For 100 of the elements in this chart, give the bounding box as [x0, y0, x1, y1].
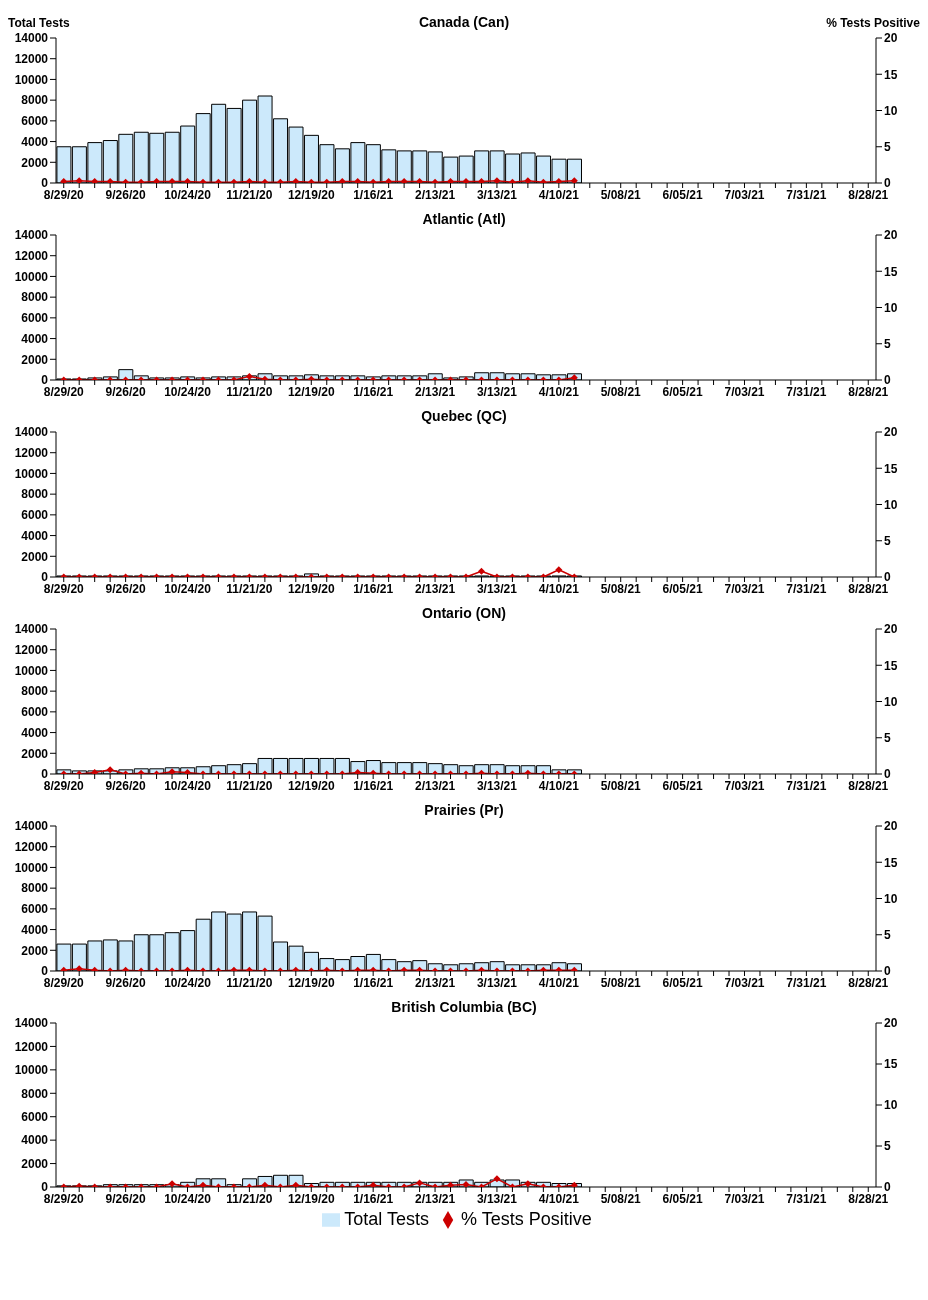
y-tick-label: 2000 — [21, 352, 49, 367]
y-tick-label: 12000 — [14, 445, 49, 460]
x-tick-label: 5/08/21 — [600, 778, 642, 793]
y2-tick-label: 10 — [884, 300, 898, 315]
x-tick-label: 6/05/21 — [662, 581, 703, 596]
chart-title: Quebec (QC) — [421, 408, 507, 424]
y-tick-label: 6000 — [21, 902, 49, 917]
y2-axis-title: % Tests Positive — [826, 16, 920, 30]
y-tick-label: 14000 — [14, 31, 49, 46]
x-tick-label: 10/24/20 — [164, 384, 212, 399]
y2-tick-label: 5 — [884, 731, 891, 746]
x-tick-label: 7/31/21 — [786, 975, 827, 990]
y-axis-title: Total Tests — [8, 16, 70, 30]
chart-title: Atlantic (Atl) — [422, 211, 506, 227]
y-tick-label: 4000 — [21, 1133, 49, 1148]
x-tick-label: 1/16/21 — [353, 187, 394, 202]
y2-tick-label: 20 — [884, 228, 898, 243]
x-tick-label: 11/21/20 — [226, 187, 273, 202]
x-tick-label: 4/10/21 — [538, 1191, 580, 1206]
y-tick-label: 12000 — [14, 642, 49, 657]
x-tick-label: 2/13/21 — [415, 581, 456, 596]
y-tick-label: 14000 — [14, 622, 49, 637]
x-tick-label: 5/08/21 — [600, 384, 642, 399]
x-tick-label: 2/13/21 — [415, 1191, 456, 1206]
y-tick-label: 8000 — [21, 93, 49, 108]
y-tick-label: 12000 — [14, 1039, 49, 1054]
y-tick-label: 10000 — [14, 72, 49, 87]
x-tick-label: 1/16/21 — [353, 581, 394, 596]
x-tick-label: 1/16/21 — [353, 975, 394, 990]
x-tick-label: 11/21/20 — [226, 1191, 273, 1206]
y-tick-label: 8000 — [21, 1086, 49, 1101]
y-tick-label: 12000 — [14, 248, 49, 263]
legend-label: Total Tests — [344, 1209, 429, 1229]
y2-tick-label: 5 — [884, 928, 891, 943]
x-tick-label: 3/13/21 — [476, 581, 518, 596]
x-tick-label: 5/08/21 — [600, 581, 642, 596]
x-tick-label: 2/13/21 — [415, 384, 456, 399]
y-tick-label: 12000 — [14, 839, 49, 854]
y-tick-label: 14000 — [14, 1016, 49, 1031]
y-tick-label: 14000 — [14, 819, 49, 834]
x-tick-label: 12/19/20 — [287, 187, 335, 202]
x-tick-label: 3/13/21 — [476, 778, 518, 793]
x-tick-label: 5/08/21 — [600, 187, 642, 202]
y-tick-label: 14000 — [14, 425, 49, 440]
x-tick-label: 1/16/21 — [353, 384, 394, 399]
x-tick-label: 3/13/21 — [476, 384, 518, 399]
y-tick-label: 2000 — [21, 746, 49, 761]
x-tick-label: 10/24/20 — [164, 975, 212, 990]
x-tick-label: 6/05/21 — [662, 187, 703, 202]
y2-tick-label: 10 — [884, 1098, 898, 1113]
x-tick-label: 10/24/20 — [164, 1191, 212, 1206]
x-tick-label: 7/31/21 — [786, 581, 827, 596]
x-tick-label: 12/19/20 — [287, 581, 335, 596]
y2-tick-label: 15 — [884, 1057, 898, 1072]
y-tick-label: 4000 — [21, 134, 49, 149]
x-tick-label: 10/24/20 — [164, 187, 212, 202]
x-tick-label: 9/26/20 — [105, 975, 146, 990]
x-tick-label: 6/05/21 — [662, 778, 703, 793]
x-tick-label: 9/26/20 — [105, 778, 146, 793]
y-tick-label: 2000 — [21, 943, 49, 958]
chart-title: British Columbia (BC) — [391, 999, 537, 1015]
y2-tick-label: 5 — [884, 337, 891, 352]
y2-tick-label: 20 — [884, 819, 898, 834]
y2-tick-label: 20 — [884, 1016, 898, 1031]
x-tick-label: 11/21/20 — [226, 384, 273, 399]
x-tick-label: 9/26/20 — [105, 1191, 146, 1206]
x-tick-label: 12/19/20 — [287, 384, 335, 399]
y-tick-label: 10000 — [14, 663, 49, 678]
y-tick-label: 6000 — [21, 508, 49, 523]
y-tick-label: 8000 — [21, 290, 49, 305]
y2-tick-label: 10 — [884, 103, 898, 118]
x-tick-label: 1/16/21 — [353, 778, 394, 793]
y-tick-label: 2000 — [21, 1156, 49, 1171]
y-tick-label: 12000 — [14, 51, 49, 66]
x-tick-label: 5/08/21 — [600, 975, 642, 990]
x-tick-label: 6/05/21 — [662, 384, 703, 399]
y-tick-label: 8000 — [21, 881, 49, 896]
y2-tick-label: 15 — [884, 67, 898, 82]
y2-tick-label: 15 — [884, 264, 898, 279]
x-tick-label: 10/24/20 — [164, 778, 212, 793]
x-tick-label: 1/16/21 — [353, 1191, 394, 1206]
x-tick-label: 4/10/21 — [538, 581, 580, 596]
y2-tick-label: 20 — [884, 31, 898, 46]
y-tick-label: 4000 — [21, 922, 49, 937]
x-tick-label: 4/10/21 — [538, 778, 580, 793]
x-tick-label: 11/21/20 — [226, 581, 273, 596]
y-tick-label: 10000 — [14, 269, 49, 284]
x-tick-label: 7/31/21 — [786, 187, 827, 202]
x-tick-label: 7/03/21 — [724, 384, 765, 399]
x-tick-label: 2/13/21 — [415, 975, 456, 990]
x-tick-label: 11/21/20 — [226, 778, 273, 793]
y-tick-label: 6000 — [21, 1109, 49, 1124]
x-tick-label: 7/03/21 — [724, 581, 765, 596]
y-tick-label: 2000 — [21, 155, 49, 170]
y-tick-label: 8000 — [21, 684, 49, 699]
x-tick-label: 4/10/21 — [538, 975, 580, 990]
x-tick-label: 6/05/21 — [662, 975, 703, 990]
x-tick-label: 3/13/21 — [476, 975, 518, 990]
y-tick-label: 10000 — [14, 1063, 49, 1078]
y-tick-label: 14000 — [14, 228, 49, 243]
